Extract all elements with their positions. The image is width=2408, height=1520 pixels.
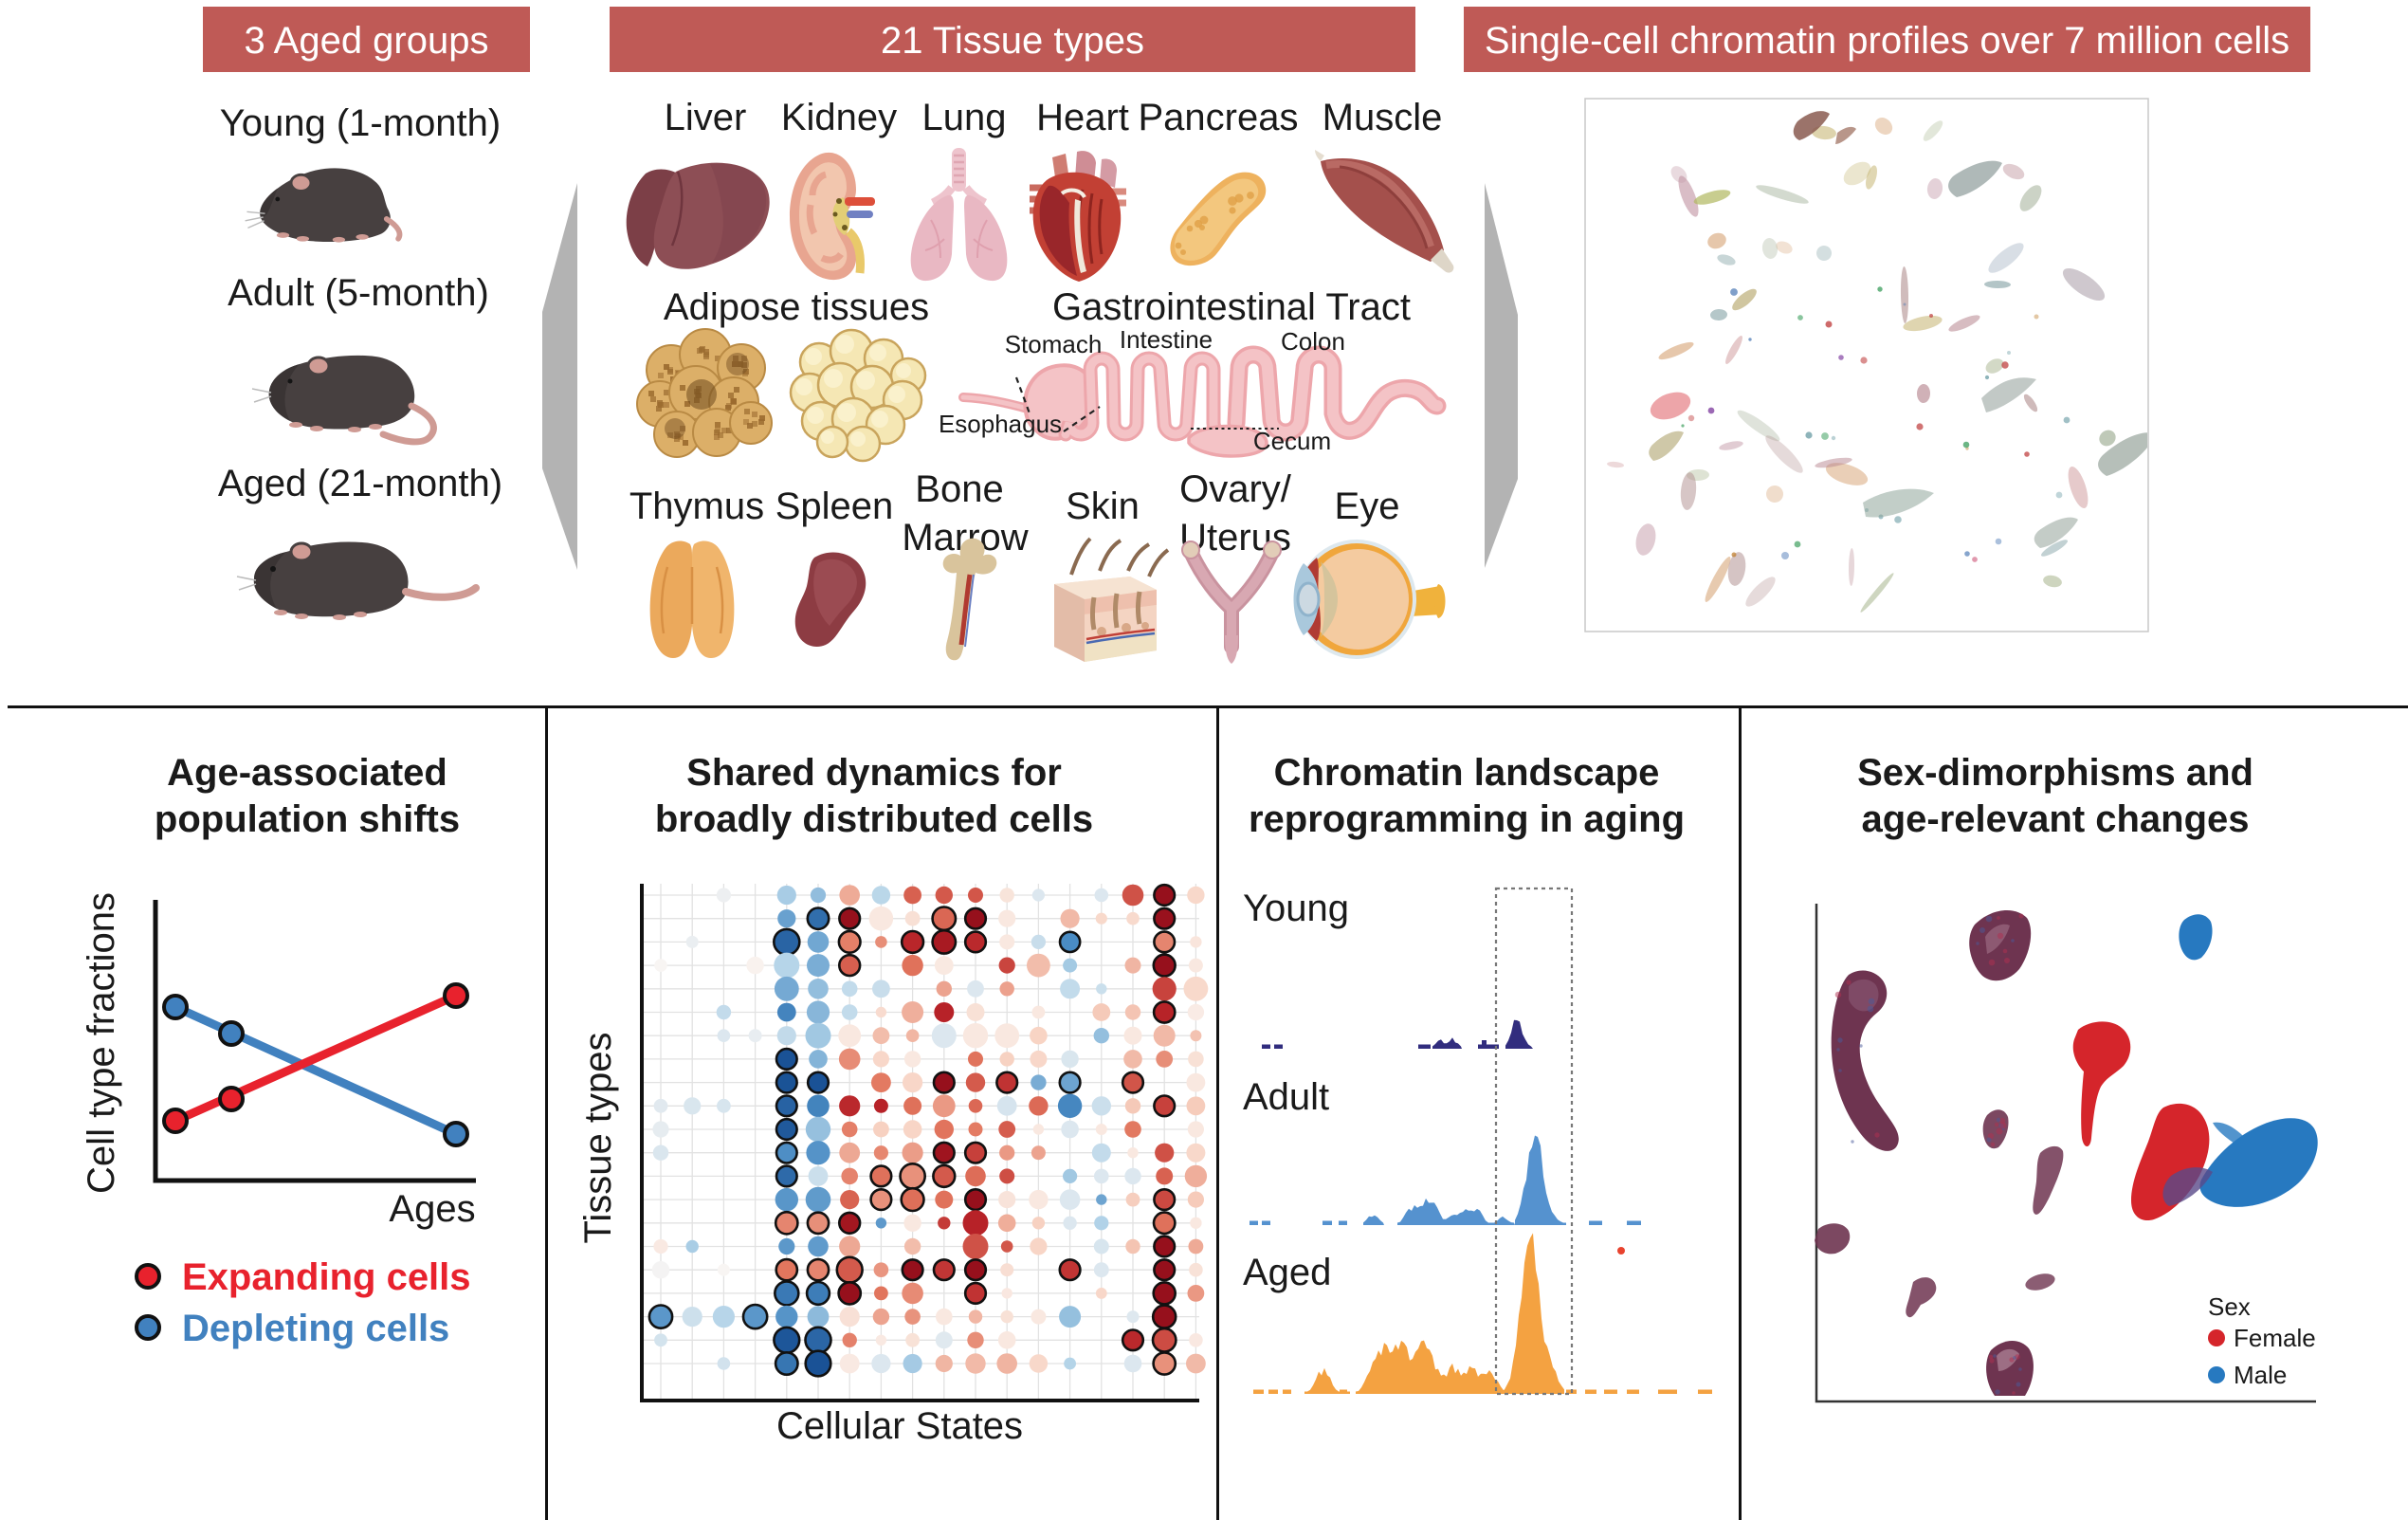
- svg-text:Young (1-month): Young (1-month): [220, 102, 501, 144]
- svg-text:Sex: Sex: [2208, 1292, 2251, 1321]
- svg-text:Bone: Bone: [915, 468, 1003, 510]
- svg-text:Female: Female: [2234, 1324, 2316, 1352]
- svg-text:Lung: Lung: [922, 97, 1007, 138]
- svg-text:age-relevant changes: age-relevant changes: [1861, 798, 2249, 840]
- svg-text:Aged (21-month): Aged (21-month): [218, 463, 502, 504]
- svg-text:Ages: Ages: [389, 1188, 475, 1230]
- svg-text:Sex-dimorphisms and: Sex-dimorphisms and: [1857, 752, 2253, 794]
- svg-text:Spleen: Spleen: [775, 485, 894, 527]
- svg-text:Liver: Liver: [665, 97, 747, 138]
- svg-text:Age-associated: Age-associated: [167, 752, 447, 794]
- svg-text:Depleting cells: Depleting cells: [182, 1308, 449, 1349]
- svg-text:Ovary/: Ovary/: [1179, 468, 1292, 510]
- svg-text:Thymus: Thymus: [629, 485, 764, 527]
- svg-text:Stomach: Stomach: [1005, 330, 1103, 358]
- svg-text:Single-cell chromatin profiles: Single-cell chromatin profiles over 7 mi…: [1485, 20, 2289, 62]
- svg-text:Chromatin landscape: Chromatin landscape: [1274, 752, 1660, 794]
- svg-text:Cecum: Cecum: [1253, 427, 1331, 455]
- svg-text:Aged: Aged: [1243, 1252, 1331, 1293]
- svg-text:Tissue types: Tissue types: [577, 1032, 619, 1243]
- svg-text:Esophagus: Esophagus: [939, 410, 1062, 438]
- svg-text:reprogramming in aging: reprogramming in aging: [1249, 798, 1685, 840]
- svg-text:Pancreas: Pancreas: [1139, 97, 1299, 138]
- svg-text:population shifts: population shifts: [155, 798, 460, 840]
- svg-text:Adipose tissues: Adipose tissues: [664, 286, 929, 328]
- svg-text:Intestine: Intestine: [1120, 325, 1213, 354]
- svg-text:Adult (5-month): Adult (5-month): [228, 272, 489, 314]
- svg-text:Male: Male: [2234, 1361, 2287, 1389]
- svg-text:21 Tissue types: 21 Tissue types: [881, 20, 1144, 62]
- svg-text:Skin: Skin: [1066, 485, 1140, 527]
- svg-text:Gastrointestinal Tract: Gastrointestinal Tract: [1052, 286, 1411, 328]
- svg-text:Eye: Eye: [1335, 485, 1400, 527]
- svg-text:Expanding cells: Expanding cells: [182, 1256, 471, 1298]
- svg-text:broadly distributed cells: broadly distributed cells: [655, 798, 1093, 840]
- svg-text:Adult: Adult: [1243, 1076, 1329, 1118]
- svg-text:Heart: Heart: [1036, 97, 1129, 138]
- svg-text:Young: Young: [1243, 888, 1349, 929]
- svg-text:Cell type fractions: Cell type fractions: [81, 892, 122, 1194]
- svg-text:Kidney: Kidney: [781, 97, 897, 138]
- svg-text:Cellular States: Cellular States: [776, 1405, 1023, 1447]
- svg-text:Shared dynamics for: Shared dynamics for: [686, 752, 1062, 794]
- svg-text:3 Aged groups: 3 Aged groups: [245, 20, 489, 62]
- svg-text:Muscle: Muscle: [1323, 97, 1443, 138]
- svg-text:Colon: Colon: [1281, 327, 1345, 356]
